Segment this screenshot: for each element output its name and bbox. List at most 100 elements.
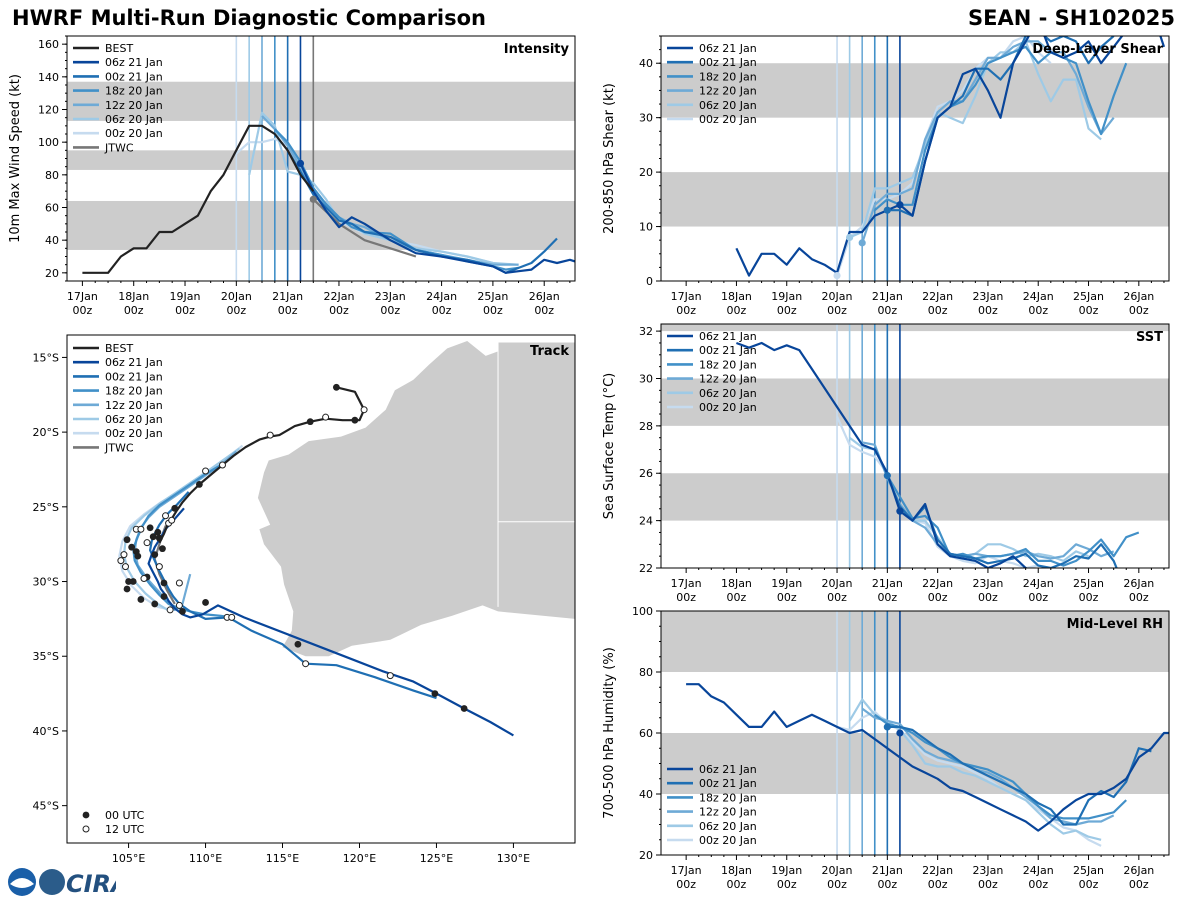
rh-xtick-label: 00z — [777, 878, 797, 891]
rh-ylabel: 700-500 hPa Humidity (%) — [602, 647, 617, 819]
rh-title: Mid-Level RH — [1067, 617, 1163, 632]
track-map-area — [117, 341, 575, 737]
track-legend-label: 18z 20 Jan — [105, 385, 163, 398]
track-ytick-label: 35°S — [33, 650, 59, 663]
rh-xtick-label: 00z — [1129, 878, 1149, 891]
track-ytick-label: 25°S — [33, 501, 59, 514]
track-marker-12utc — [302, 660, 310, 668]
panel-intensity: 2040608010012014016017Jan00z18Jan00z19Ja… — [8, 35, 576, 317]
rh-xtick-label: 00z — [676, 878, 696, 891]
sst-xtick-label: 00z — [978, 591, 998, 604]
sst-ytick-label: 32 — [639, 325, 653, 338]
rh-xtick-label: 20Jan — [822, 864, 853, 877]
rh-xtick-label: 00z — [1028, 878, 1048, 891]
sst-xtick-label: 00z — [1129, 591, 1149, 604]
shear-xtick-label: 21Jan — [872, 290, 903, 303]
intensity-xtick-label: 00z — [380, 304, 400, 317]
shear-xtick-label: 00z — [978, 304, 998, 317]
track-marker-00utc — [128, 543, 136, 551]
sst-init-marker — [883, 472, 891, 480]
intensity-ytick-label: 140 — [38, 71, 59, 84]
shear-legend-label: 00z 20 Jan — [699, 113, 757, 126]
track-marker-12utc — [121, 563, 129, 571]
storm-id-title: SEAN - SH102025 — [967, 6, 1175, 30]
sst-series-line — [736, 341, 1028, 568]
sst-band-0 — [661, 473, 1169, 521]
sst-legend-label: 06z 20 Jan — [699, 387, 757, 400]
sst-xtick-label: 00z — [777, 591, 797, 604]
track-marker-00utc — [155, 534, 163, 542]
sst-ytick-label: 30 — [639, 372, 653, 385]
intensity-band-1 — [67, 150, 575, 170]
track-xtick-label: 120°E — [343, 852, 376, 865]
track-marker-00utc — [332, 383, 340, 391]
track-marker-00utc — [160, 593, 168, 600]
intensity-title: Intensity — [504, 42, 570, 57]
intensity-xtick-label: 00z — [124, 304, 144, 317]
rh-xtick-label: 25Jan — [1073, 864, 1104, 877]
sst-ytick-label: 26 — [639, 467, 653, 480]
intensity-xtick-label: 21Jan — [272, 290, 303, 303]
rh-xtick-label: 17Jan — [671, 864, 702, 877]
intensity-xtick-label: 00z — [534, 304, 554, 317]
shear-xtick-label: 19Jan — [771, 290, 802, 303]
sst-xtick-label: 18Jan — [721, 577, 752, 590]
rh-legend-label: 00z 20 Jan — [699, 834, 757, 847]
track-marker-00utc — [294, 640, 302, 648]
australia-landmass — [257, 341, 575, 657]
rh-xtick-label: 00z — [928, 878, 948, 891]
track-line — [158, 386, 366, 544]
track-legend-marker-filled — [82, 811, 90, 819]
rh-init-marker — [896, 729, 904, 737]
track-marker-00utc — [160, 579, 168, 587]
shear-ytick-label: 10 — [639, 221, 653, 234]
shear-xtick-label: 22Jan — [922, 290, 953, 303]
track-marker-00utc — [134, 552, 142, 560]
track-marker-12utc — [168, 516, 176, 524]
rh-legend-label: 12z 20 Jan — [699, 806, 757, 819]
intensity-xtick-label: 00z — [175, 304, 195, 317]
track-marker-12utc — [322, 413, 330, 421]
rh-xtick-label: 00z — [827, 878, 847, 891]
track-xtick-label: 125°E — [420, 852, 453, 865]
intensity-xtick-label: 00z — [483, 304, 503, 317]
sst-legend-label: 06z 21 Jan — [699, 330, 757, 343]
track-frame — [66, 334, 576, 844]
noaa-wave-icon — [10, 878, 34, 888]
shear-xtick-label: 25Jan — [1073, 290, 1104, 303]
sst-ytick-label: 28 — [639, 420, 653, 433]
track-marker-00utc — [431, 690, 439, 697]
intensity-legend-label: 06z 20 Jan — [105, 113, 163, 126]
track-marker-00utc — [129, 578, 137, 585]
rh-ytick-label: 40 — [639, 788, 653, 801]
shear-title: Deep-Layer Shear — [1032, 42, 1163, 57]
track-marker-00utc — [171, 504, 179, 512]
rh-ytick-label: 100 — [632, 605, 653, 618]
sst-xtick-label: 26Jan — [1123, 577, 1154, 590]
track-marker-12utc — [120, 551, 128, 559]
rh-xtick-label: 00z — [978, 878, 998, 891]
track-marker-12utc — [117, 557, 125, 565]
sst-xtick-label: 25Jan — [1073, 577, 1104, 590]
shear-ytick-label: 40 — [639, 57, 653, 70]
sst-xtick-label: 00z — [727, 591, 747, 604]
intensity-xtick-label: 00z — [226, 304, 246, 317]
track-marker-00utc — [154, 528, 162, 536]
panel-sst: 22242628303217Jan00z18Jan00z19Jan00z20Ja… — [602, 323, 1170, 604]
sst-series-line — [873, 446, 1140, 567]
intensity-xtick-label: 24Jan — [426, 290, 457, 303]
sst-ytick-label: 22 — [639, 562, 653, 575]
intensity-xtick-label: 22Jan — [323, 290, 354, 303]
track-marker-12utc — [228, 613, 236, 621]
track-legend-label: 12z 20 Jan — [105, 399, 163, 412]
shear-init-marker — [846, 233, 854, 242]
shear-ytick-label: 0 — [646, 275, 653, 288]
track-marker-00utc — [151, 600, 159, 608]
sst-frame — [660, 323, 1170, 569]
intensity-xtick-label: 26Jan — [529, 290, 560, 303]
track-marker-12utc — [166, 606, 174, 614]
track-ytick-label: 30°S — [33, 576, 59, 589]
sst-xtick-label: 00z — [676, 591, 696, 604]
intensity-xtick-label: 00z — [73, 304, 93, 317]
shear-init-marker — [883, 206, 891, 214]
